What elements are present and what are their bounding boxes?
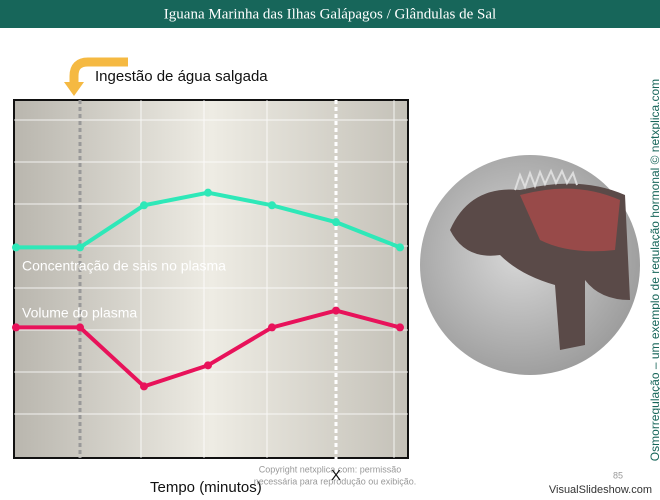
series-label: Concentração de sais no plasma (22, 258, 226, 274)
data-point (396, 323, 404, 332)
data-point (12, 323, 20, 332)
data-point (268, 323, 276, 332)
grid (14, 100, 408, 458)
page-number: 85 (613, 470, 623, 480)
data-point (140, 201, 148, 210)
data-point (268, 201, 276, 210)
copyright: Copyright netxplica.com: permissão (259, 464, 402, 474)
header-title: Iguana Marinha das Ilhas Galápagos / Glâ… (164, 6, 496, 22)
header-bar (0, 0, 660, 28)
data-point (204, 188, 212, 197)
series-label: Volume do plasma (22, 305, 137, 321)
data-point (76, 243, 84, 252)
x-axis-label: Tempo (minutos) (150, 479, 262, 496)
iguana-spines (514, 168, 578, 191)
iguana-red (520, 188, 620, 252)
arrow (69, 57, 128, 84)
data-point (12, 243, 20, 252)
data-point (396, 243, 404, 252)
x-tick-label: X (331, 467, 341, 484)
data-point (332, 218, 340, 227)
data-point (76, 323, 84, 332)
arrow-head (64, 82, 84, 96)
copyright: necessária para reprodução ou exibição. (254, 476, 417, 486)
data-point (332, 306, 340, 315)
side-text: Osmorregulação – um exemplo de regulação… (648, 79, 660, 461)
plot-area (13, 99, 409, 459)
watermark: VisualSlideshow.com (549, 484, 652, 496)
data-point (140, 382, 148, 391)
annotation: Ingestão de água salgada (95, 68, 268, 85)
data-point (204, 361, 212, 370)
